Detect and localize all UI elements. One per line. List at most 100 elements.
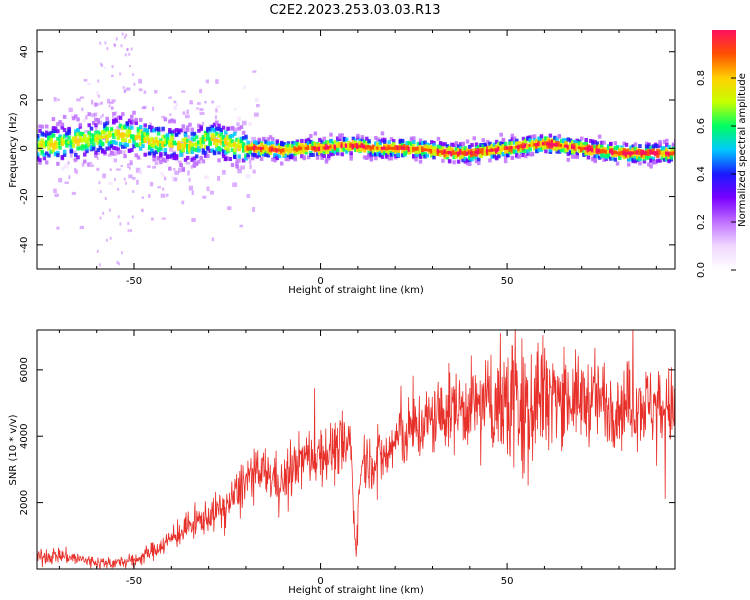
- heatmap-cell: [85, 138, 89, 142]
- heatmap-cell: [38, 158, 42, 163]
- heatmap-cell: [349, 151, 353, 156]
- heatmap-cell: [506, 146, 510, 150]
- heatmap-cell: [503, 144, 508, 149]
- heatmap-cell: [74, 153, 78, 158]
- heatmap-cell: [633, 159, 638, 164]
- heatmap-cell: [53, 140, 58, 145]
- heatmap-cell: [107, 134, 111, 138]
- heatmap-cell: [425, 145, 430, 150]
- heatmap-cell: [331, 145, 335, 149]
- heatmap-cell: [119, 72, 122, 76]
- heatmap-cell: [539, 143, 544, 148]
- heatmap-cell: [203, 144, 208, 149]
- heatmap-cell: [127, 148, 132, 153]
- heatmap-cell: [105, 135, 109, 140]
- heatmap-cell: [582, 152, 586, 157]
- heatmap-cell: [615, 152, 620, 157]
- heatmap-cell: [622, 151, 626, 155]
- heatmap-cell: [331, 151, 335, 156]
- heatmap-cell: [584, 137, 588, 142]
- heatmap-cell: [304, 143, 309, 148]
- heatmap-cell: [297, 147, 301, 151]
- heatmap-cell: [170, 130, 174, 135]
- heatmap-cell: [391, 148, 396, 153]
- heatmap-cell: [212, 138, 216, 142]
- heatmap-cell: [671, 149, 675, 154]
- heatmap-cell: [631, 158, 635, 163]
- heatmap-cell: [432, 140, 436, 145]
- heatmap-cell: [327, 154, 331, 159]
- heatmap-cell: [161, 140, 165, 144]
- heatmap-cell: [221, 125, 226, 130]
- heatmap-cell: [228, 157, 233, 162]
- heatmap-cell: [539, 146, 544, 151]
- heatmap-cell: [170, 138, 174, 143]
- heatmap-cell: [37, 133, 40, 138]
- heatmap-cell: [221, 169, 226, 175]
- heatmap-cell: [421, 147, 425, 151]
- heatmap-cell: [170, 118, 174, 123]
- heatmap-cell: [259, 148, 264, 153]
- heatmap-cell: [105, 238, 108, 242]
- heatmap-cell: [349, 156, 353, 161]
- heatmap-cell: [490, 148, 494, 152]
- heatmap-cell: [362, 155, 367, 160]
- heatmap-cell: [143, 137, 147, 141]
- heatmap-cell: [49, 135, 53, 140]
- heatmap-cell: [159, 153, 163, 158]
- heatmap-cell: [436, 136, 441, 141]
- heatmap-cell: [667, 144, 671, 149]
- heatmap-cell: [236, 122, 240, 126]
- heatmap-cell: [224, 146, 228, 151]
- heatmap-cell: [203, 132, 208, 137]
- heatmap-cell: [163, 141, 167, 145]
- heatmap-cell: [71, 143, 76, 148]
- heatmap-cell: [83, 144, 87, 149]
- heatmap-cell: [618, 148, 622, 153]
- heatmap-cell: [185, 135, 191, 139]
- heatmap-cell: [669, 155, 674, 160]
- heatmap-cell: [150, 139, 154, 143]
- heatmap-cell: [300, 138, 304, 143]
- heatmap-cell: [226, 147, 230, 152]
- heatmap-cell: [123, 90, 126, 94]
- spectrogram-xtick-label: 0: [317, 276, 323, 287]
- heatmap-cell: [163, 134, 168, 139]
- heatmap-cell: [562, 139, 566, 144]
- heatmap-cell: [550, 140, 555, 145]
- heatmap-cell: [318, 151, 322, 156]
- heatmap-cell: [51, 117, 56, 122]
- heatmap-cell: [591, 145, 595, 150]
- heatmap-cell: [259, 142, 264, 147]
- heatmap-cell: [403, 146, 407, 150]
- heatmap-cell: [472, 155, 477, 160]
- heatmap-cell: [58, 136, 62, 141]
- heatmap-cell: [555, 144, 559, 149]
- heatmap-cell: [653, 160, 658, 165]
- heatmap-cell: [441, 158, 445, 163]
- heatmap-cell: [568, 150, 573, 155]
- heatmap-cell: [117, 187, 120, 191]
- heatmap-cell: [609, 141, 613, 146]
- heatmap-cell: [656, 144, 660, 149]
- heatmap-cell: [378, 152, 383, 157]
- heatmap-cell: [291, 143, 295, 148]
- heatmap-cell: [526, 144, 530, 148]
- heatmap-cell: [591, 140, 595, 145]
- heatmap-cell: [147, 194, 151, 198]
- heatmap-cell: [633, 146, 638, 151]
- heatmap-cell: [89, 145, 94, 150]
- heatmap-cell: [577, 146, 581, 150]
- heatmap-cell: [521, 152, 526, 157]
- heatmap-cell: [564, 140, 568, 145]
- heatmap-cell: [197, 159, 201, 164]
- heatmap-cell: [647, 144, 651, 149]
- heatmap-cell: [221, 143, 226, 148]
- heatmap-cell: [620, 147, 624, 152]
- heatmap-cell: [499, 132, 503, 137]
- heatmap-cell: [76, 142, 80, 147]
- heatmap-cell: [421, 151, 425, 156]
- heatmap-cell: [418, 150, 423, 155]
- heatmap-cell: [67, 140, 71, 144]
